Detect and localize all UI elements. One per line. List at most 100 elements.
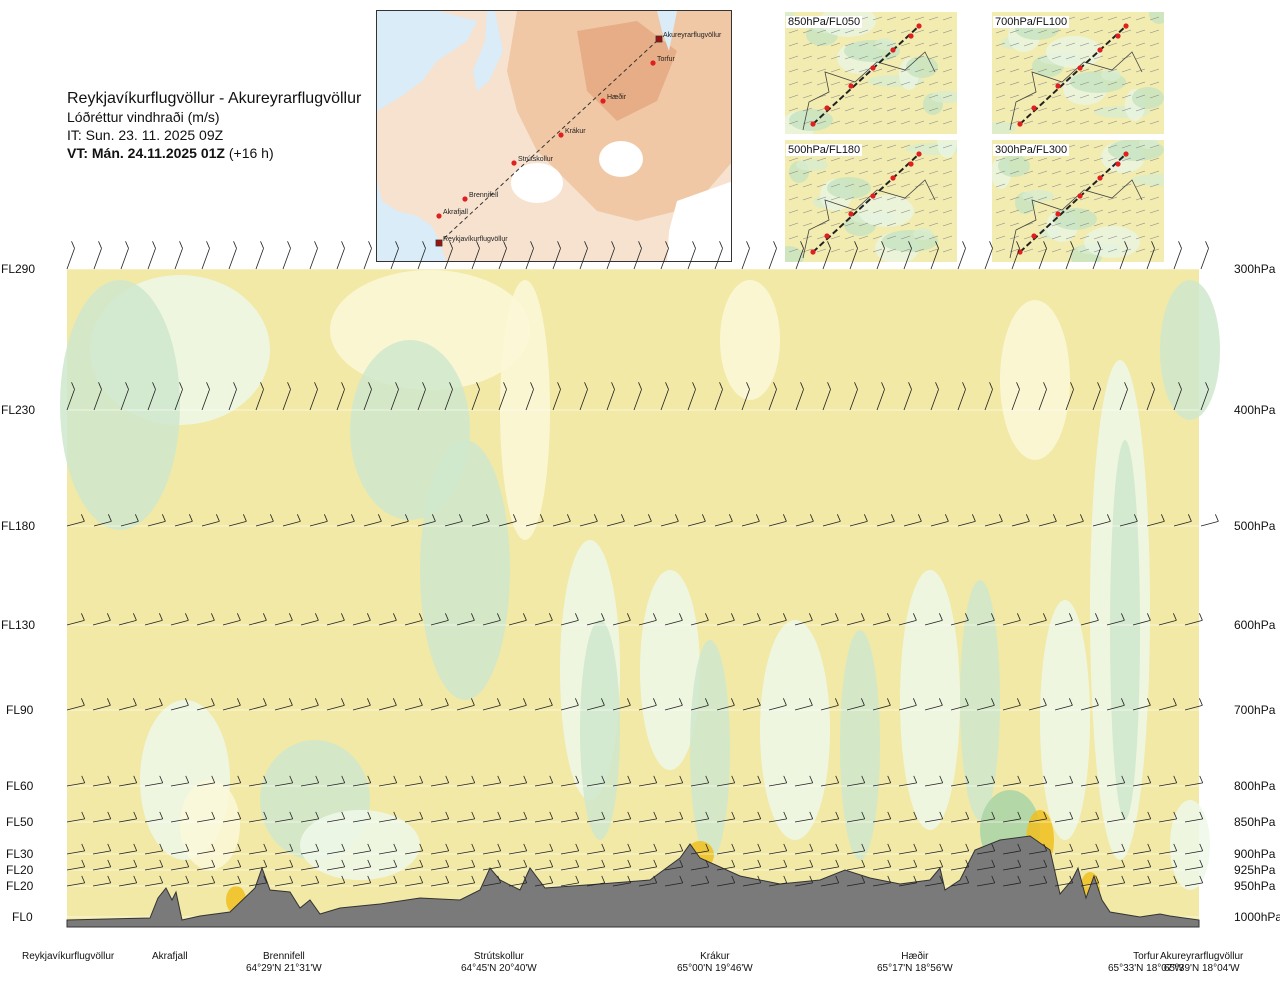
minimap-field-patch [1101, 69, 1121, 81]
wind-barb-flag [476, 382, 480, 390]
minimap-wind-barb [872, 68, 883, 73]
minimap-wind-barb [1135, 183, 1146, 188]
minimap-wind-barb [858, 183, 869, 188]
wind-barb-flag [809, 875, 814, 884]
minimap-wind-barb [1107, 94, 1118, 99]
minimap-wind-barb [802, 55, 813, 60]
wind-barb-flag [237, 859, 242, 868]
wind-barb-flag [237, 698, 241, 706]
minimap-field-patch [1053, 208, 1097, 230]
minimap-wind-barb [1121, 107, 1132, 112]
wind-barb-flag [913, 775, 918, 784]
wind-barb-flag [133, 875, 138, 884]
wind-barb-flag [731, 698, 735, 706]
minimap-wind-barb [995, 196, 1006, 201]
wind-barb-flag [159, 875, 164, 884]
wind-barb-staff [1132, 866, 1151, 871]
wind-barb-staff [274, 619, 293, 626]
minimap-wind-barb [830, 42, 841, 47]
wind-barb-staff [93, 520, 112, 527]
minimap-wind-barb [788, 81, 799, 86]
minimap-wind-barb [914, 94, 925, 99]
minimap-wind-barb [995, 209, 1006, 214]
wind-barb-staff [196, 882, 215, 887]
wind-barb-flag [98, 241, 102, 249]
wind-barb-flag [999, 514, 1003, 522]
wind-barb-flag [367, 811, 372, 820]
wind-barb-flag [540, 514, 544, 522]
minimap-wind-barb [942, 144, 953, 149]
minimap-wind-barb [872, 16, 883, 21]
minimap-wind-barb [1121, 42, 1132, 47]
minimap-wind-barb [1051, 55, 1062, 60]
wind-barb-staff [950, 704, 969, 711]
wind-barb-flag [584, 382, 588, 390]
minimap-wind-barb [830, 222, 841, 227]
wind-barb-flag [189, 514, 193, 522]
wind-barb-flag [263, 775, 268, 784]
wind-barb-staff [120, 520, 139, 527]
minimap-wind-barb [1121, 16, 1132, 21]
route-waypoint-label: Akureyrarflugvöllur [663, 32, 722, 39]
minimap-wind-barb [886, 68, 897, 73]
wind-barb-staff [660, 248, 669, 270]
minimap-wind-barb [872, 42, 883, 47]
west-fjord [473, 11, 503, 91]
wind-barb-staff [147, 248, 156, 270]
wind-barb-staff [1158, 818, 1177, 823]
minimap-wind-barb [1093, 16, 1104, 21]
minimap-wind-barb [788, 222, 799, 227]
wind-barb-staff [255, 248, 264, 270]
wind-barb-flag [135, 514, 139, 522]
minimap-wind-barb [900, 29, 911, 34]
wind-barb-flag [179, 241, 183, 249]
wind-barb-flag [935, 382, 939, 390]
fl-label-950: FL20 [6, 879, 34, 893]
minimap-wind-barb [1009, 29, 1020, 34]
minimap-wind-barb [1051, 29, 1062, 34]
minimap-wind-barb [914, 183, 925, 188]
route-waypoint-marker [462, 196, 468, 202]
minimap-wind-barb [1135, 144, 1146, 149]
minimap-waypoint [1097, 175, 1103, 181]
wind-barb-staff [66, 850, 85, 855]
wind-barb-staff [903, 520, 922, 527]
wind-barb-staff [957, 520, 976, 527]
wind-barb-staff [336, 520, 355, 527]
minimap-field-patch [789, 109, 833, 131]
minimap-wind-barb [942, 81, 953, 86]
minimap-field-patch [913, 228, 933, 240]
wind-barb-flag [679, 859, 684, 868]
minimap-wind-barb [872, 81, 883, 86]
wind-barb-staff [1184, 850, 1203, 855]
minimap-wind-barb [858, 42, 869, 47]
wind-barb-flag [1173, 698, 1177, 706]
wind-barb-flag [653, 859, 658, 868]
minimap-coastline [802, 179, 936, 259]
minimap-wind-barb [1009, 42, 1020, 47]
minimap-850-label: 850hPa/FL050 [786, 16, 863, 28]
wind-barb-staff [984, 520, 1003, 527]
wind-barb-flag [962, 241, 966, 249]
minimap-wind-barb [1051, 157, 1062, 162]
field-contour-patch [840, 630, 880, 860]
minimap-wind-barb [928, 29, 939, 34]
wind-barb-flag [243, 514, 247, 522]
wind-barb-flag [289, 875, 294, 884]
minimap-wind-barb [942, 42, 953, 47]
wind-barb-staff [352, 882, 371, 887]
wind-barb-flag [1205, 382, 1209, 390]
wind-barb-flag [1017, 698, 1021, 706]
wind-barb-flag [627, 775, 632, 784]
wind-barb-staff [404, 850, 423, 855]
wind-barb-staff [664, 782, 683, 787]
minimap-wind-barb [900, 81, 911, 86]
wind-barb-flag [679, 613, 683, 621]
wind-barb-flag [1043, 241, 1047, 249]
minimap-wind-barb [1023, 68, 1034, 73]
minimap-wind-barb [928, 107, 939, 112]
wind-barb-flag [1147, 875, 1152, 884]
minimap-wind-barb [942, 222, 953, 227]
wind-barb-flag [1069, 875, 1074, 884]
minimap-wind-barb [900, 144, 911, 149]
